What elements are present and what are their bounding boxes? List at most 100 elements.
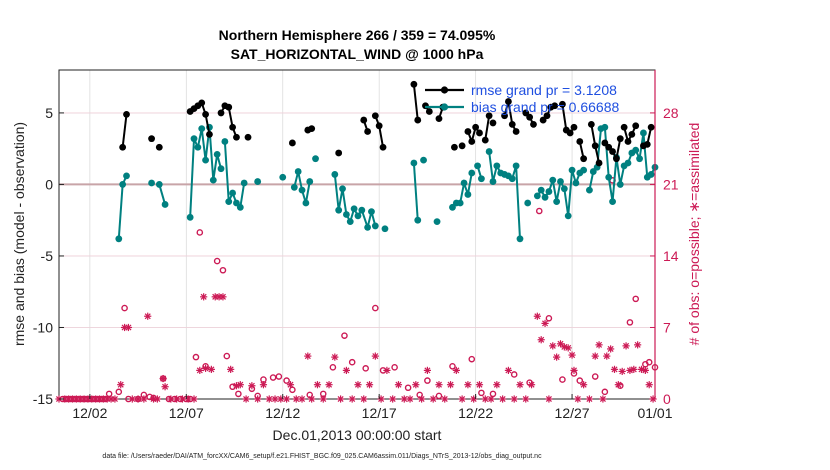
obs-assimilated-marker — [618, 367, 626, 376]
rmse-point — [609, 148, 616, 155]
bias-point — [368, 208, 375, 216]
bias-point — [508, 175, 516, 183]
obs-assimilated-marker — [144, 312, 152, 320]
obs-assimilated-marker — [354, 381, 362, 389]
rmse-line-segment — [466, 124, 481, 145]
obs-assimilated-marker — [595, 341, 603, 349]
rmse-point — [624, 138, 632, 145]
bias-point — [616, 181, 624, 188]
obs-assimilated-marker — [607, 345, 615, 353]
obs-assimilated-series — [55, 293, 657, 403]
obs-possible-marker — [404, 384, 412, 392]
obs-possible-marker — [449, 363, 456, 370]
rmse-point — [229, 123, 236, 131]
rmse-point — [233, 133, 240, 141]
obs-assimilated-marker — [423, 366, 432, 374]
obs-assimilated-marker — [348, 395, 356, 403]
bias-point — [549, 176, 557, 184]
obs-assimilated-marker — [418, 395, 426, 403]
obs-possible-marker — [362, 365, 369, 372]
bias-point — [636, 155, 643, 163]
bias-point — [586, 186, 593, 194]
bias-point — [557, 178, 564, 185]
rmse-point — [620, 123, 628, 131]
obs-assimilated-marker — [117, 381, 125, 389]
obs-assimilated-marker — [564, 344, 572, 352]
rmse-point — [551, 102, 559, 110]
obs-assimilated-marker — [325, 381, 333, 389]
bias-point — [601, 123, 609, 131]
obs-assimilated-marker — [394, 381, 403, 389]
obs-assimilated-marker — [178, 395, 187, 403]
obs-assimilated-marker — [504, 366, 513, 374]
obs-assimilated-marker — [337, 395, 345, 403]
obs-assimilated-marker — [634, 341, 642, 349]
bias-point — [545, 188, 553, 195]
rmse-point — [217, 109, 225, 117]
bias-point — [155, 181, 163, 188]
bias-point — [468, 169, 476, 177]
bias-point — [624, 159, 632, 167]
x-tick-label: 12/27 — [555, 405, 590, 421]
obs-assimilated-marker — [331, 353, 339, 361]
bias-point — [354, 212, 362, 220]
obs-assimilated-marker — [282, 395, 291, 403]
bias-point — [414, 216, 422, 224]
obs-possible-marker — [559, 376, 566, 383]
obs-assimilated-marker — [254, 395, 262, 403]
bias-line-segment — [223, 141, 246, 210]
bias-point — [478, 175, 485, 183]
bias-point — [564, 212, 572, 220]
rmse-point — [543, 112, 551, 120]
obs-assimilated-marker — [499, 395, 507, 403]
rmse-line-segment — [503, 101, 518, 132]
rmse-point — [472, 123, 480, 131]
obs-possible-marker — [192, 353, 200, 361]
y-tick-label: -5 — [41, 248, 54, 264]
x-tick-label: 12/17 — [362, 405, 397, 421]
y-axis-right: 28 21 14 7 0 — [650, 70, 679, 407]
obs-assimilated-marker — [622, 342, 630, 350]
bias-point — [335, 206, 343, 214]
obs-possible-marker — [235, 390, 242, 398]
x-tick-label: 01/01 — [637, 405, 672, 421]
bias-point — [524, 199, 532, 207]
bias-point — [410, 159, 418, 167]
rmse-point — [364, 128, 372, 135]
obs-assimilated-marker — [446, 381, 455, 389]
bias-point — [572, 179, 580, 187]
bias-point — [433, 218, 441, 226]
rmse-point — [485, 112, 493, 120]
rmse-point — [647, 123, 655, 131]
rmse-point — [559, 100, 566, 108]
rmse-point — [526, 113, 534, 121]
rmse-point — [632, 122, 640, 130]
obs-possible-marker — [632, 295, 640, 303]
rmse-point — [288, 139, 296, 147]
bias-point — [553, 198, 561, 206]
obs-possible-marker — [591, 373, 599, 380]
bias-line-segment — [588, 125, 656, 202]
obs-assimilated-marker — [412, 381, 420, 389]
bias-point — [225, 198, 233, 206]
bias-point — [194, 143, 202, 151]
y-tick-label: 5 — [45, 105, 53, 121]
bias-line-segment — [536, 169, 585, 217]
obs-assimilated-marker — [549, 342, 557, 350]
rmse-point — [371, 112, 379, 120]
bias-point — [605, 173, 613, 181]
bias-point — [580, 166, 588, 174]
obs-assimilated-marker — [493, 381, 501, 389]
obs-assimilated-marker — [227, 365, 235, 373]
x-tick-label: 12/02 — [72, 405, 107, 421]
bias-point — [489, 178, 497, 185]
rmse-point — [508, 120, 516, 128]
rmse-line-segment — [623, 125, 637, 145]
obs-assimilated-marker — [111, 395, 119, 403]
obs-assimilated-marker — [630, 365, 638, 373]
legend: rmse grand pr = 3.1208 bias grand pr = 0… — [425, 82, 619, 115]
obs-assimilated-marker — [510, 395, 518, 403]
bias-point — [302, 199, 310, 207]
obs-possible-marker — [545, 314, 553, 322]
obs-assimilated-marker — [342, 366, 350, 374]
